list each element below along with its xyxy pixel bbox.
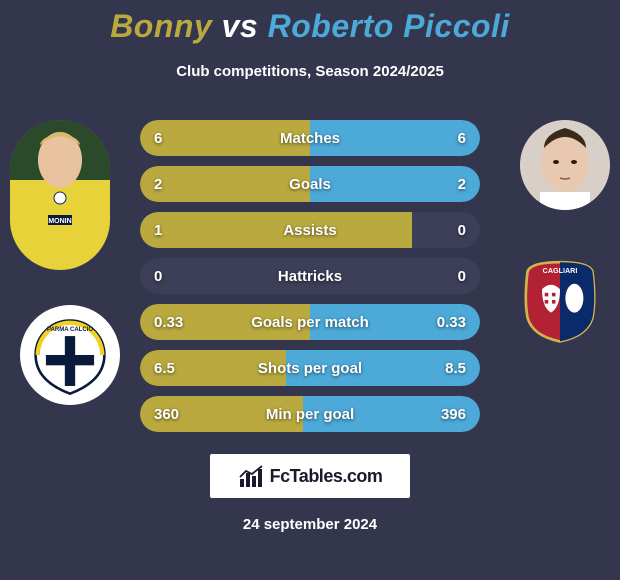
stat-value-right: 2 (420, 176, 480, 193)
title-vs: vs (222, 8, 259, 44)
stat-value-left: 0.33 (140, 314, 200, 331)
stat-label: Goals (200, 176, 420, 193)
date-text: 24 september 2024 (0, 516, 620, 533)
comparison-title: Bonny vs Roberto Piccoli (0, 8, 620, 45)
svg-text:MONIN: MONIN (48, 218, 71, 225)
stat-row: 6Matches6 (140, 120, 480, 156)
title-player-right: Roberto Piccoli (268, 8, 510, 44)
stat-value-left: 2 (140, 176, 200, 193)
stat-label: Matches (200, 130, 420, 147)
stat-row: 2Goals2 (140, 166, 480, 202)
stat-label: Min per goal (200, 406, 420, 423)
svg-text:PARMA CALCIO: PARMA CALCIO (47, 327, 93, 333)
subtitle: Club competitions, Season 2024/2025 (0, 63, 620, 80)
stat-value-right: 6 (420, 130, 480, 147)
stat-value-left: 6.5 (140, 360, 200, 377)
stat-value-right: 8.5 (420, 360, 480, 377)
stat-row: 0.33Goals per match0.33 (140, 304, 480, 340)
stats-table: 6Matches62Goals21Assists00Hattricks00.33… (140, 120, 480, 432)
title-player-left: Bonny (110, 8, 212, 44)
player-right-photo (520, 120, 610, 210)
player-left-photo: MONIN (10, 120, 110, 270)
club-badge-left: PARMA CALCIO (20, 305, 120, 405)
stat-row: 6.5Shots per goal8.5 (140, 350, 480, 386)
stat-value-left: 6 (140, 130, 200, 147)
footer-brand-box: FcTables.com (210, 454, 410, 498)
svg-text:CAGLIARI: CAGLIARI (543, 266, 578, 275)
stat-value-right: 396 (420, 406, 480, 423)
stat-value-left: 1 (140, 222, 200, 239)
main-area: MONIN P (0, 120, 620, 432)
stat-value-left: 360 (140, 406, 200, 423)
stat-label: Goals per match (200, 314, 420, 331)
stat-value-right: 0 (420, 222, 480, 239)
stat-label: Shots per goal (200, 360, 420, 377)
club-badge-right: CAGLIARI (510, 250, 610, 350)
stat-value-right: 0.33 (420, 314, 480, 331)
stat-row: 1Assists0 (140, 212, 480, 248)
stat-value-right: 0 (420, 268, 480, 285)
stat-label: Assists (200, 222, 420, 239)
brand-chart-icon (238, 463, 264, 489)
footer-brand-text: FcTables.com (270, 466, 383, 487)
stat-row: 360Min per goal396 (140, 396, 480, 432)
stat-value-left: 0 (140, 268, 200, 285)
stat-label: Hattricks (200, 268, 420, 285)
stat-row: 0Hattricks0 (140, 258, 480, 294)
